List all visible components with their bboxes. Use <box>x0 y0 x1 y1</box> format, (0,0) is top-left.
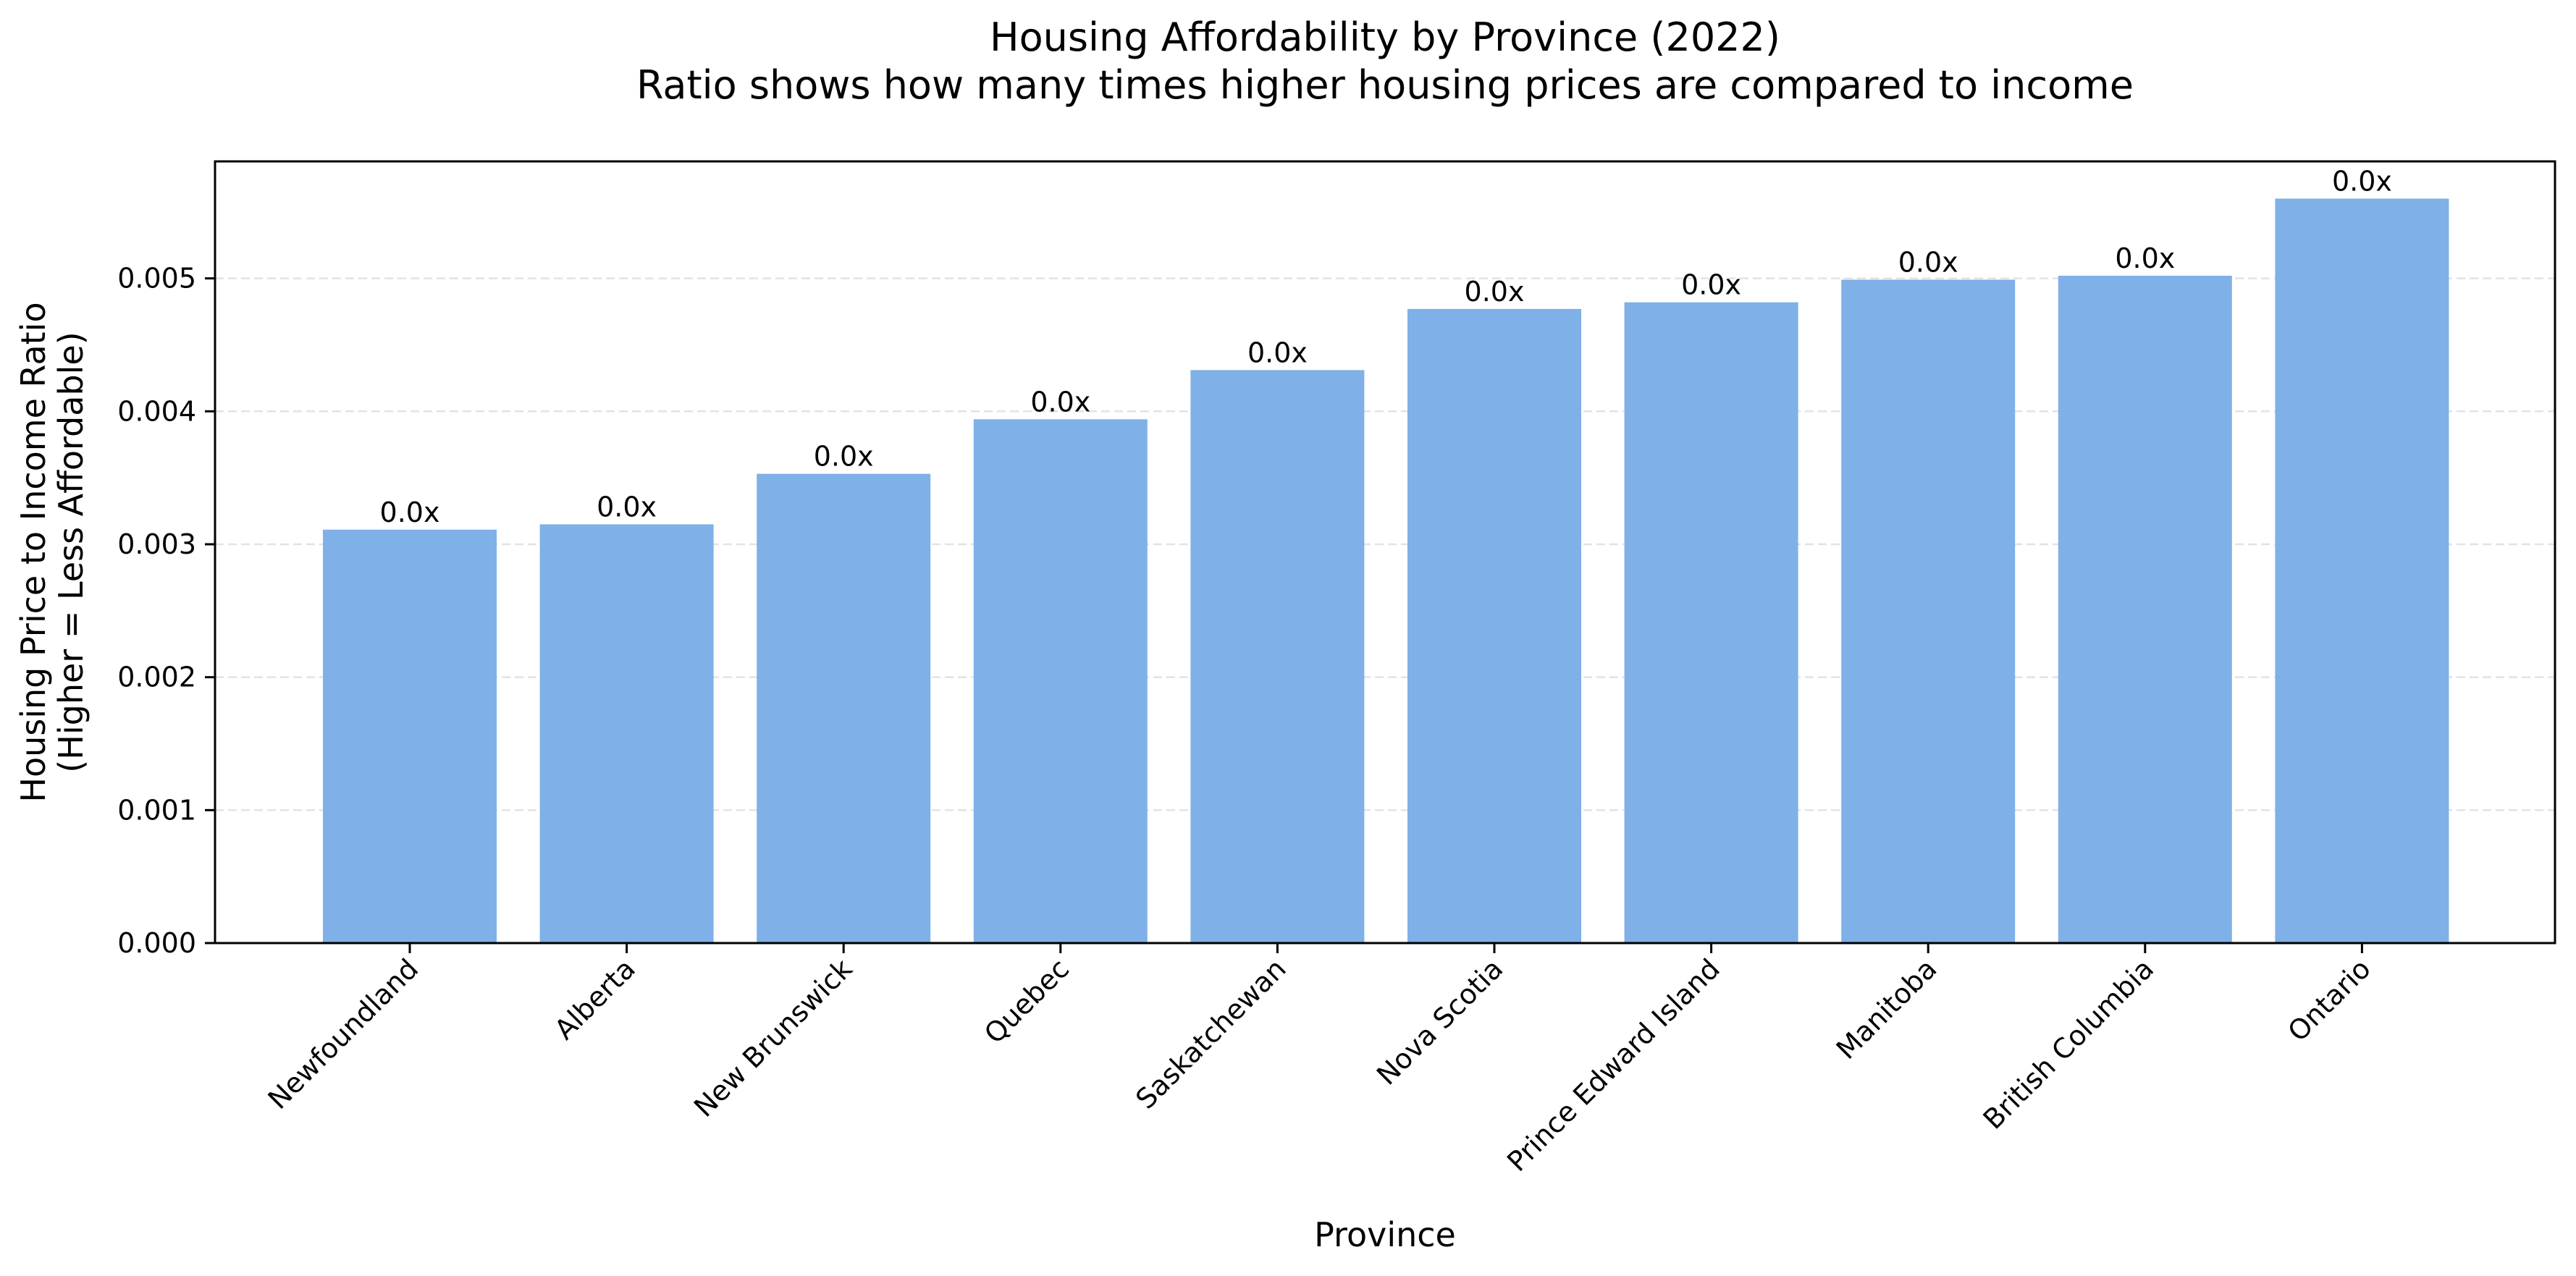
bars <box>323 198 2449 944</box>
y-axis-label-line-1: Housing Price to Income Ratio <box>14 302 53 802</box>
data-label: 0.0x <box>597 491 657 523</box>
x-tick-label: Quebec <box>978 952 1075 1049</box>
x-tick-label: British Columbia <box>1977 952 2160 1135</box>
x-axis: Newfoundland Alberta New Brunswick Quebec Sa… <box>262 943 2377 1178</box>
data-label: 0.0x <box>1898 246 1958 278</box>
data-label: 0.0x <box>1247 337 1308 368</box>
bar <box>757 473 931 943</box>
data-label: 0.0x <box>2332 165 2392 197</box>
x-tick-label: New Brunswick <box>688 952 859 1123</box>
data-label: 0.0x <box>1465 276 1525 308</box>
x-tick-label: Newfoundland <box>262 952 425 1115</box>
x-tick-label: Nova Scotia <box>1371 952 1509 1091</box>
bar <box>1407 308 1581 943</box>
data-label: 0.0x <box>380 497 440 528</box>
chart-title-text: Housing Affordability by Province (2022) <box>990 14 1780 60</box>
x-tick-label: Manitoba <box>1830 952 1943 1065</box>
bar <box>323 529 497 943</box>
x-axis-label: Province <box>1314 1215 1456 1254</box>
bar <box>1841 279 2016 944</box>
bar <box>2058 275 2232 943</box>
y-axis-label: Housing Price to Income Ratio (Higher = … <box>14 302 91 802</box>
y-tick-label: 0.002 <box>117 662 196 693</box>
data-label: 0.0x <box>1030 386 1090 418</box>
chart-subtitle-text: Ratio shows how many times higher housin… <box>636 62 2134 108</box>
y-axis-label-line-2: (Higher = Less Affordable) <box>51 331 91 772</box>
data-labels: 0.0x 0.0x 0.0x 0.0x 0.0x 0.0x 0.0x 0.0x 0.0x 0.0x <box>380 165 2392 528</box>
y-tick-label: 0.004 <box>117 395 196 427</box>
bar <box>1190 370 1365 944</box>
x-tick-label: Ontario <box>2282 952 2377 1047</box>
chart-title: Housing Affordability by Province (2022)… <box>636 14 2134 108</box>
y-tick-label: 0.000 <box>117 927 196 959</box>
x-tick-label: Prince Edward Island <box>1501 952 1726 1178</box>
bar <box>973 419 1148 943</box>
x-tick-label: Alberta <box>548 952 641 1046</box>
data-label: 0.0x <box>814 441 874 473</box>
data-label: 0.0x <box>2115 242 2175 274</box>
bar <box>539 524 714 943</box>
y-tick-label: 0.005 <box>117 263 196 295</box>
y-axis: 0.000 0.001 0.002 0.003 0.004 0.005 <box>117 263 215 959</box>
bar <box>2275 198 2449 943</box>
bar <box>1624 302 1798 944</box>
y-tick-label: 0.001 <box>117 794 196 826</box>
y-tick-label: 0.003 <box>117 528 196 560</box>
x-tick-label: Saskatchewan <box>1129 952 1292 1115</box>
plot-area-frame <box>214 160 2556 945</box>
data-label: 0.0x <box>1681 269 1741 301</box>
